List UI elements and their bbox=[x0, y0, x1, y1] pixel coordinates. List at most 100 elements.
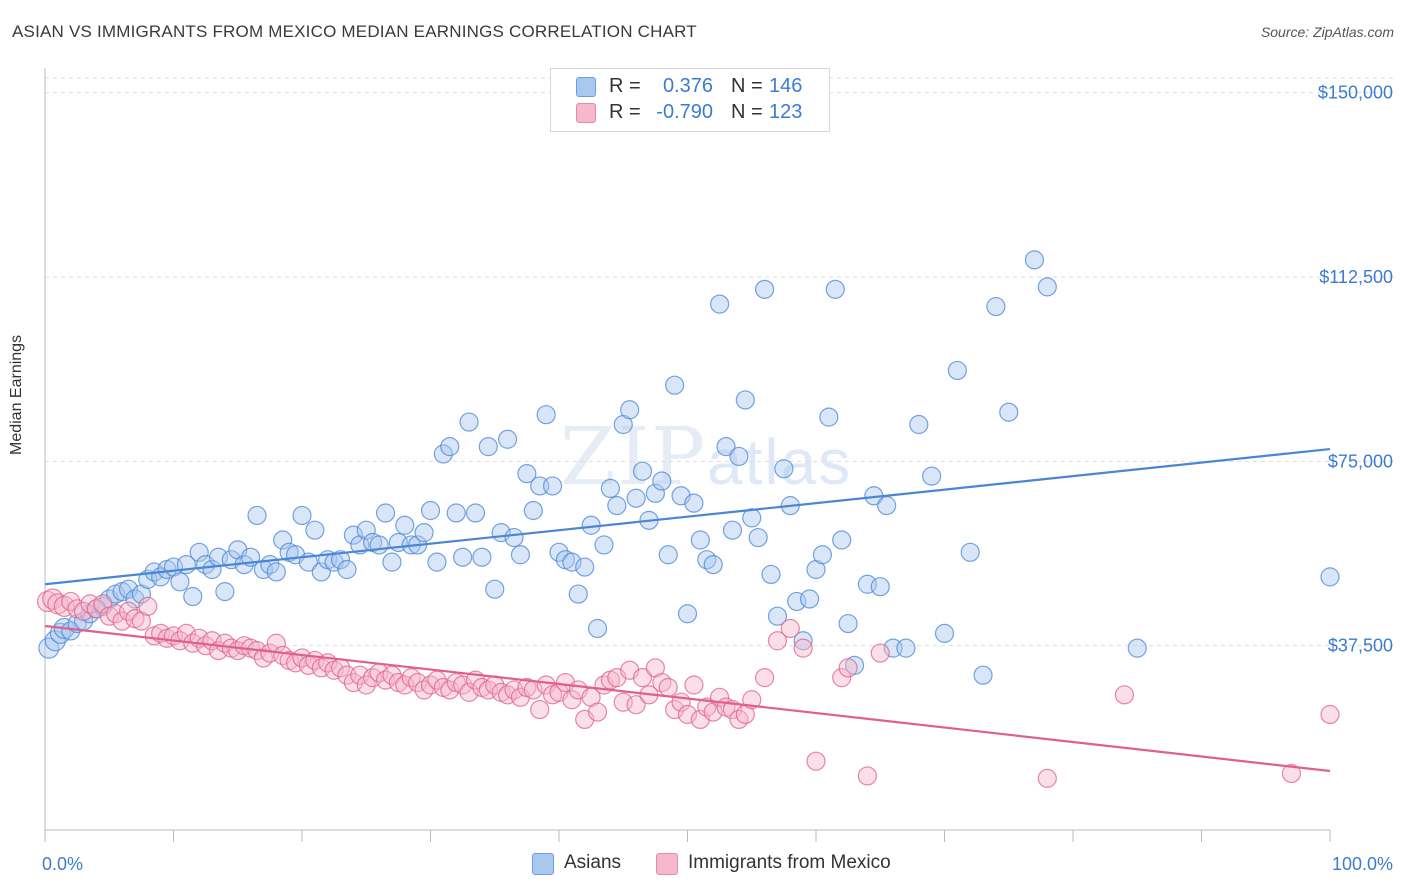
point-asians bbox=[703, 554, 723, 575]
point-asians bbox=[446, 503, 466, 523]
point-asians bbox=[459, 412, 479, 432]
point-asians bbox=[568, 584, 588, 604]
point-mexico bbox=[857, 766, 878, 786]
point-mexico bbox=[838, 658, 858, 678]
point-asians bbox=[819, 407, 839, 427]
legend-n-value: 146 bbox=[769, 75, 803, 97]
point-mexico bbox=[401, 668, 421, 688]
point-asians bbox=[575, 557, 595, 577]
point-asians bbox=[472, 547, 492, 567]
point-mexico bbox=[665, 699, 685, 720]
point-asians bbox=[832, 530, 852, 550]
point-asians bbox=[947, 360, 967, 381]
point-asians bbox=[793, 631, 813, 651]
point-asians bbox=[375, 503, 396, 523]
legend-row-mexico: R = -0.790 N = 123 bbox=[551, 101, 829, 127]
trend-lines bbox=[44, 447, 1331, 773]
point-asians bbox=[600, 478, 621, 499]
y-tick-label: $75,000 bbox=[1328, 451, 1393, 471]
point-asians bbox=[1127, 638, 1147, 658]
legend-swatch-mexico bbox=[576, 103, 596, 123]
point-asians bbox=[440, 437, 460, 457]
point-asians bbox=[812, 545, 833, 565]
point-asians bbox=[909, 414, 929, 435]
point-asians bbox=[774, 459, 794, 479]
point-mexico bbox=[1037, 768, 1057, 788]
point-asians bbox=[420, 500, 441, 521]
point-mexico bbox=[1281, 763, 1302, 784]
point-asians bbox=[330, 550, 351, 570]
point-asians bbox=[710, 294, 730, 314]
point-asians bbox=[395, 515, 415, 535]
point-mexico bbox=[253, 648, 274, 668]
legend-row-asians: R = 0.376 N = 146 bbox=[551, 75, 829, 101]
point-asians bbox=[697, 550, 717, 570]
point-asians bbox=[215, 582, 235, 602]
x-tick-label-min: 0.0% bbox=[42, 854, 83, 874]
point-asians bbox=[1037, 277, 1057, 297]
point-asians bbox=[620, 400, 640, 420]
point-mexico bbox=[562, 690, 582, 710]
point-asians bbox=[973, 665, 993, 685]
point-asians bbox=[170, 572, 190, 592]
point-mexico bbox=[697, 697, 717, 717]
point-asians bbox=[658, 545, 678, 565]
point-asians bbox=[677, 604, 698, 624]
point-asians bbox=[729, 446, 749, 467]
point-mexico bbox=[93, 594, 113, 614]
point-asians bbox=[292, 505, 312, 526]
point-asians bbox=[716, 437, 736, 457]
point-asians bbox=[1024, 250, 1045, 270]
point-mexico bbox=[652, 672, 672, 693]
point-mexico bbox=[587, 702, 608, 722]
point-asians bbox=[1320, 567, 1340, 587]
point-asians bbox=[517, 464, 537, 484]
point-asians bbox=[934, 623, 955, 643]
y-tick-label: $112,500 bbox=[1319, 267, 1393, 287]
point-asians bbox=[478, 437, 498, 457]
series-asians bbox=[38, 250, 1340, 685]
point-mexico bbox=[626, 695, 646, 715]
point-mexico bbox=[453, 675, 473, 695]
point-asians bbox=[986, 296, 1006, 317]
point-asians bbox=[562, 552, 582, 572]
point-mexico bbox=[684, 675, 704, 695]
point-mexico bbox=[1320, 704, 1340, 725]
point-asians bbox=[825, 279, 845, 299]
point-asians bbox=[999, 402, 1019, 422]
legend-n-value: 123 bbox=[769, 101, 803, 123]
y-tick-label: $150,000 bbox=[1318, 83, 1393, 103]
point-asians bbox=[735, 390, 755, 410]
legend-label-mexico: Immigrants from Mexico bbox=[688, 852, 891, 873]
point-asians bbox=[453, 547, 473, 567]
trendline-asians bbox=[44, 447, 1331, 586]
point-mexico bbox=[677, 704, 698, 725]
legend-n-label: N = bbox=[731, 101, 763, 123]
legend-swatch-asians bbox=[532, 853, 554, 875]
source-label: Source: ZipAtlas.com bbox=[1260, 24, 1394, 40]
point-asians bbox=[870, 577, 890, 597]
point-asians bbox=[645, 483, 665, 503]
point-asians bbox=[960, 542, 980, 562]
points bbox=[36, 250, 1340, 788]
point-asians bbox=[626, 488, 646, 508]
chart-title: ASIAN VS IMMIGRANTS FROM MEXICO MEDIAN E… bbox=[12, 22, 697, 41]
x-tick-label-max: 100.0% bbox=[1332, 854, 1393, 874]
point-mexico bbox=[767, 631, 788, 651]
point-mexico bbox=[356, 675, 376, 695]
point-mexico bbox=[632, 668, 653, 688]
point-mexico bbox=[754, 668, 775, 688]
legend-r-value: 0.376 bbox=[662, 75, 713, 97]
point-asians bbox=[337, 559, 357, 580]
point-asians bbox=[523, 500, 543, 521]
point-asians bbox=[754, 279, 775, 299]
point-asians bbox=[594, 535, 614, 555]
legend-swatch-mexico bbox=[656, 853, 678, 875]
point-asians bbox=[485, 579, 505, 599]
point-asians bbox=[632, 461, 653, 481]
point-mexico bbox=[780, 618, 800, 639]
point-asians bbox=[504, 527, 524, 548]
point-asians bbox=[369, 535, 389, 555]
point-asians bbox=[761, 564, 781, 585]
point-mexico bbox=[729, 709, 749, 730]
